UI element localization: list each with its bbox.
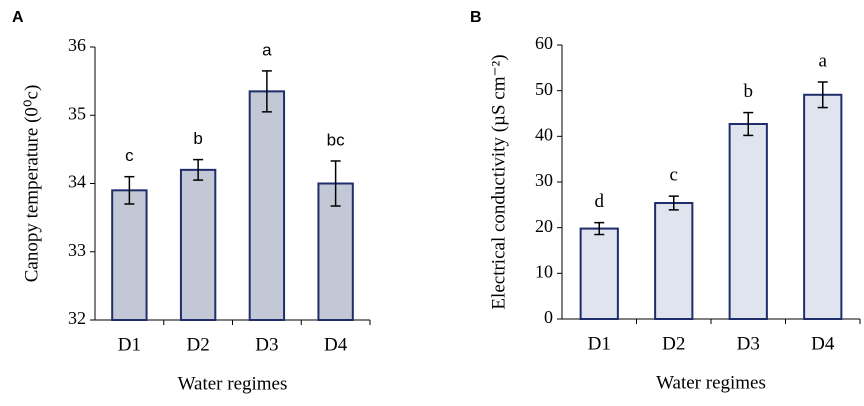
bar	[179, 168, 217, 321]
bar	[248, 90, 286, 321]
x-tick-label: D3	[255, 334, 278, 355]
significance-letter: a	[819, 50, 828, 71]
significance-letter: bc	[327, 130, 345, 149]
y-tick-label: 35	[68, 103, 86, 123]
significance-letter: b	[193, 129, 202, 148]
x-tick-label: D4	[811, 333, 835, 354]
significance-letter: c	[125, 146, 134, 165]
significance-letter: b	[744, 81, 754, 102]
x-tick-label: D3	[737, 333, 760, 354]
significance-letter: c	[670, 165, 678, 186]
y-tick-label: 10	[535, 261, 553, 281]
x-tick-label: D4	[324, 334, 348, 355]
panel-label: A	[12, 9, 24, 26]
bar	[803, 93, 843, 320]
y-tick-label: 50	[535, 79, 553, 99]
y-tick-label: 32	[68, 308, 86, 328]
x-tick-label: D2	[187, 334, 210, 355]
panel-label: B	[470, 9, 482, 26]
significance-letter: d	[595, 191, 605, 212]
x-tick-label: D1	[588, 333, 611, 354]
y-tick-label: 33	[68, 240, 86, 260]
y-tick-label: 30	[535, 170, 553, 190]
significance-letter: a	[262, 40, 272, 59]
y-axis-label: Electrical conductivity (µS cm⁻²)	[488, 54, 509, 309]
x-axis-label: Water regimes	[656, 372, 766, 393]
y-tick-label: 34	[68, 172, 86, 192]
y-tick-label: 60	[535, 33, 553, 53]
bar	[728, 123, 768, 321]
bar	[111, 189, 148, 321]
x-tick-label: D1	[118, 334, 141, 355]
x-tick-label: D2	[662, 333, 685, 354]
y-tick-label: 36	[68, 35, 86, 55]
bar	[654, 202, 694, 320]
y-axis-label: Canopy temperature (0⁰c)	[21, 85, 42, 283]
bar	[579, 227, 619, 320]
x-axis-label: Water regimes	[178, 373, 288, 394]
y-tick-label: 40	[535, 124, 553, 144]
y-tick-label: 20	[535, 216, 553, 236]
y-tick-label: 0	[544, 307, 553, 327]
